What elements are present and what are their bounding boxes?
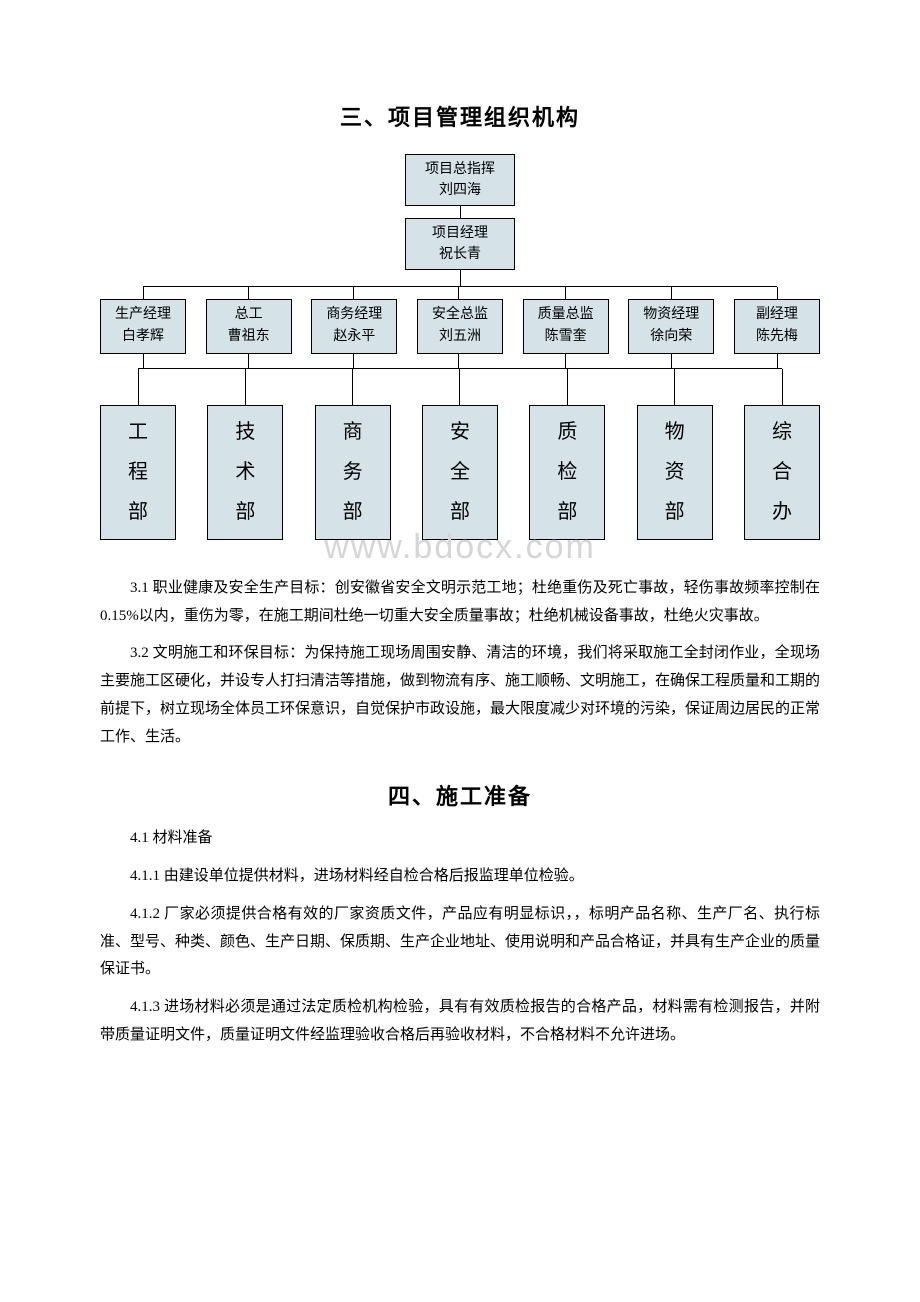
org-name: 刘五洲 [420, 326, 500, 348]
org-chart: 项目总指挥 刘四海 项目经理 祝长青 生产经理 [100, 154, 820, 540]
org-name: 徐向荣 [631, 326, 711, 348]
connector-rises [100, 369, 820, 405]
dept-engineering: 工程部 [100, 405, 176, 540]
dept-quality: 质检部 [529, 405, 605, 540]
mgr-node-safety: 安全总监 刘五洲 [417, 299, 503, 354]
org-role: 项目经理 [414, 223, 506, 244]
para-4-1-1: 4.1.1 由建设单位提供材料，进场材料经自检合格后报监理单位检验。 [100, 863, 820, 891]
org-role: 生产经理 [103, 304, 183, 326]
mgr-node-quality: 质量总监 陈雪奎 [523, 299, 609, 354]
para-4-1-2: 4.1.2 厂家必须提供合格有效的厂家资质文件，产品应有明显标识，，标明产品名称… [100, 901, 820, 984]
org-name: 赵永平 [314, 326, 394, 348]
org-role: 总工 [209, 304, 289, 326]
section4-title: 四、施工准备 [100, 779, 820, 811]
connector [460, 206, 461, 218]
org-node-pm: 项目经理 祝长青 [405, 218, 515, 270]
org-name: 祝长青 [414, 244, 506, 265]
org-role: 项目总指挥 [414, 159, 506, 180]
org-name: 刘四海 [414, 180, 506, 201]
dept-materials: 物资部 [637, 405, 713, 540]
para-4-1: 4.1 材料准备 [100, 825, 820, 853]
org-name: 陈雪奎 [526, 326, 606, 348]
connector-drops [100, 287, 820, 299]
mgr-node-production: 生产经理 白孝辉 [100, 299, 186, 354]
org-role: 副经理 [737, 304, 817, 326]
watermark: www.bdocx.com [100, 528, 820, 567]
para-4-1-3: 4.1.3 进场材料必须是通过法定质检机构检验，具有有效质检报告的合格产品，材料… [100, 994, 820, 1050]
managers-row: 生产经理 白孝辉 总工 曹祖东 商务经理 赵永平 安全总监 刘五洲 质量总监 陈… [100, 299, 820, 354]
org-name: 白孝辉 [103, 326, 183, 348]
org-role: 物资经理 [631, 304, 711, 326]
dept-technical: 技术部 [207, 405, 283, 540]
dept-commercial: 商务部 [315, 405, 391, 540]
mgr-node-materials: 物资经理 徐向荣 [628, 299, 714, 354]
mgr-node-deputy: 副经理 陈先梅 [734, 299, 820, 354]
connector [460, 270, 461, 286]
departments-row: 工程部 技术部 商务部 安全部 质检部 物资部 综合办 [100, 405, 820, 540]
connector-drops [100, 354, 820, 368]
para-3-2: 3.2 文明施工和环保目标：为保持施工现场周围安静、清洁的环境，我们将采取施工全… [100, 640, 820, 751]
org-name: 曹祖东 [209, 326, 289, 348]
dept-safety: 安全部 [422, 405, 498, 540]
org-role: 商务经理 [314, 304, 394, 326]
org-role: 安全总监 [420, 304, 500, 326]
org-node-commander: 项目总指挥 刘四海 [405, 154, 515, 206]
dept-general-office: 综合办 [744, 405, 820, 540]
org-role: 质量总监 [526, 304, 606, 326]
para-3-1: 3.1 职业健康及安全生产目标：创安徽省安全文明示范工地；杜绝重伤及死亡事故，轻… [100, 575, 820, 631]
mgr-node-chief-engineer: 总工 曹祖东 [206, 299, 292, 354]
section3-title: 三、项目管理组织机构 [100, 100, 820, 132]
org-name: 陈先梅 [737, 326, 817, 348]
mgr-node-commercial: 商务经理 赵永平 [311, 299, 397, 354]
